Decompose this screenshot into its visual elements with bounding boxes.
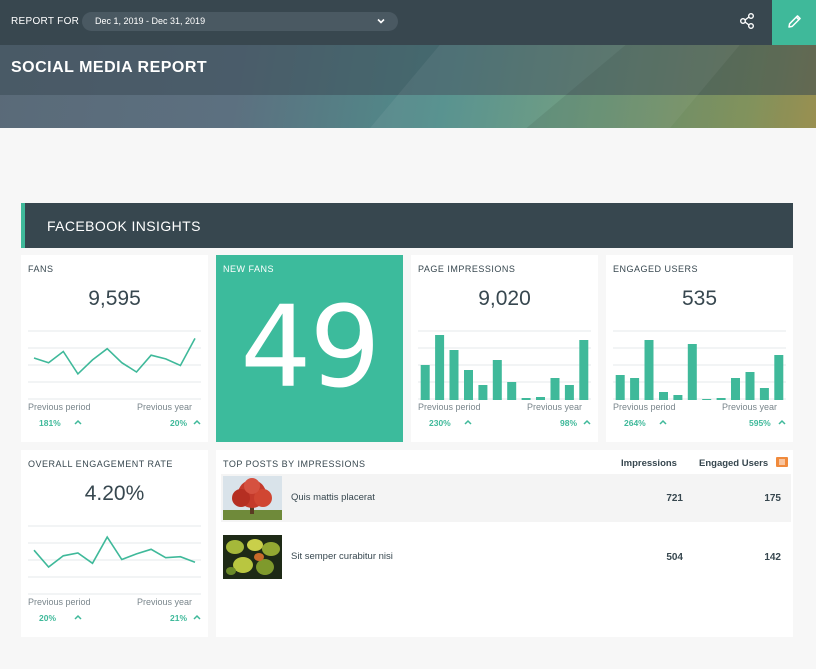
prev-year-label: Previous year	[527, 402, 583, 412]
prev-year-label: Previous year	[137, 402, 193, 412]
trend-line	[33, 338, 196, 376]
engagement-rate-card: OVERALL ENGAGEMENT RATE 4.20% Previous p…	[21, 450, 208, 637]
bar	[716, 398, 726, 400]
bar	[774, 355, 784, 400]
bar	[615, 375, 625, 400]
bar	[464, 370, 473, 400]
export-icon[interactable]	[776, 457, 788, 467]
post-engaged-users: 142	[764, 552, 781, 563]
report-for-label: REPORT FOR	[11, 16, 80, 27]
post-thumbnail-leaves	[223, 535, 282, 579]
bar	[507, 382, 517, 400]
fans-card: FANS 9,595 Previous period Previous year…	[21, 255, 208, 442]
engaged-users-bar-chart	[613, 330, 786, 400]
table-row[interactable]: Sit semper curabitur nisi 504 142	[221, 533, 791, 581]
card-label: FANS	[28, 264, 54, 274]
card-label: PAGE IMPRESSIONS	[418, 264, 516, 274]
impressions-column-header[interactable]: Impressions	[621, 458, 677, 469]
bar	[659, 392, 668, 400]
prev-period-label: Previous period	[418, 402, 481, 412]
bar	[478, 385, 488, 400]
card-label: TOP POSTS BY IMPRESSIONS	[223, 459, 366, 469]
prev-year-pct: 595%	[749, 418, 771, 428]
chevron-down-icon	[377, 18, 385, 24]
engagement-sparkline	[28, 525, 201, 595]
section-title: FACEBOOK INSIGHTS	[47, 218, 201, 234]
bar	[449, 350, 459, 400]
date-range-select[interactable]: Dec 1, 2019 - Dec 31, 2019	[82, 12, 398, 31]
card-value: 9,020	[478, 287, 531, 310]
bar	[536, 397, 545, 400]
trend-line	[33, 535, 196, 569]
bar	[435, 335, 445, 400]
prev-period-label: Previous period	[28, 597, 91, 607]
card-value: 9,595	[88, 287, 141, 310]
page-title: SOCIAL MEDIA REPORT	[11, 59, 208, 76]
new-fans-card: NEW FANS 49	[216, 255, 403, 442]
engaged-users-column-header[interactable]: Engaged Users	[699, 458, 769, 469]
bar	[702, 399, 712, 400]
prev-year-label: Previous year	[137, 597, 193, 607]
arrow-up-icon	[583, 419, 591, 425]
prev-period-pct: 264%	[624, 418, 646, 428]
edit-button[interactable]	[772, 0, 816, 45]
bar	[550, 378, 560, 400]
card-label: ENGAGED USERS	[613, 264, 699, 274]
prev-year-pct: 20%	[170, 418, 188, 428]
prev-period-pct: 20%	[39, 613, 57, 623]
prev-year-label: Previous year	[722, 402, 778, 412]
bar	[564, 385, 574, 400]
page-impressions-card: PAGE IMPRESSIONS 9,020 Previous period P…	[411, 255, 598, 442]
post-impressions: 721	[666, 493, 683, 504]
share-icon[interactable]	[738, 12, 756, 30]
prev-period-label: Previous period	[28, 402, 91, 412]
top-bar: REPORT FOR Dec 1, 2019 - Dec 31, 2019	[0, 0, 816, 45]
arrow-up-icon	[778, 419, 786, 425]
card-value: 535	[681, 287, 718, 310]
bar	[521, 398, 531, 400]
post-title: Quis mattis placerat	[291, 492, 375, 503]
impressions-bar-chart	[418, 330, 591, 400]
bar	[579, 340, 589, 400]
post-title: Sit semper curabitur nisi	[291, 551, 393, 562]
bar	[745, 372, 755, 400]
fans-sparkline	[28, 330, 201, 400]
top-posts-card: TOP POSTS BY IMPRESSIONS Impressions Eng…	[216, 450, 793, 637]
bar	[420, 365, 430, 400]
card-label: OVERALL ENGAGEMENT RATE	[28, 459, 173, 469]
arrow-up-icon	[193, 419, 201, 425]
prev-year-pct: 21%	[170, 613, 188, 623]
arrow-up-icon	[74, 614, 82, 620]
bar	[630, 378, 640, 400]
table-row[interactable]: Quis mattis placerat 721 175	[221, 474, 791, 522]
arrow-up-icon	[464, 419, 472, 425]
prev-period-pct: 230%	[429, 418, 451, 428]
prev-period-pct: 181%	[39, 418, 61, 428]
section-header: FACEBOOK INSIGHTS	[21, 203, 793, 248]
arrow-up-icon	[659, 419, 667, 425]
post-engaged-users: 175	[764, 493, 781, 504]
arrow-up-icon	[193, 614, 201, 620]
card-label: NEW FANS	[223, 264, 275, 274]
engaged-users-card: ENGAGED USERS 535 Previous period Previo…	[606, 255, 793, 442]
bar	[673, 395, 683, 400]
date-range-value: Dec 1, 2019 - Dec 31, 2019	[95, 16, 206, 26]
pencil-icon	[788, 15, 801, 28]
bar	[759, 388, 769, 400]
prev-year-pct: 98%	[560, 418, 578, 428]
post-impressions: 504	[666, 552, 683, 563]
card-value: 4.20%	[84, 482, 145, 505]
bar	[644, 340, 654, 400]
new-fans-value: 49	[240, 283, 381, 413]
post-thumbnail-red-tree	[223, 476, 282, 520]
bar	[687, 344, 697, 400]
arrow-up-icon	[74, 419, 82, 425]
bar	[492, 360, 502, 400]
bar	[731, 378, 740, 400]
prev-period-label: Previous period	[613, 402, 676, 412]
